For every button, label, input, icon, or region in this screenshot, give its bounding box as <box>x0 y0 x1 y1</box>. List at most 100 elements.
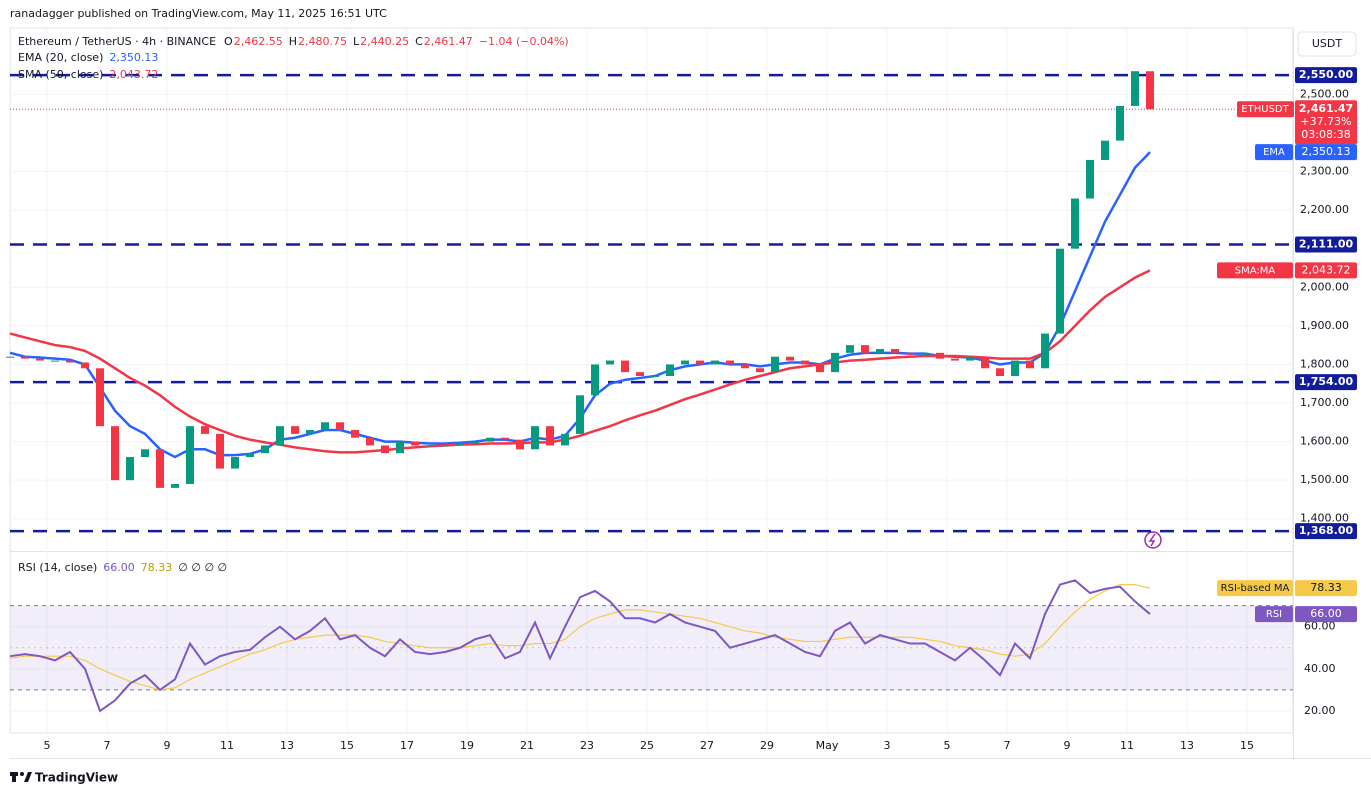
indicator-value: 66.00 <box>1310 607 1342 620</box>
candle <box>651 376 659 377</box>
y-tick-label: 1,400.00 <box>1300 512 1349 525</box>
candle <box>726 360 734 365</box>
candle <box>741 364 749 369</box>
level-badge <box>1295 374 1357 391</box>
candle <box>1041 333 1049 369</box>
alert-icon <box>1144 531 1162 549</box>
candle <box>1056 248 1064 334</box>
candle <box>426 445 434 447</box>
y-tick-label: 2,500.00 <box>1300 87 1349 100</box>
level-label: 1,754.00 <box>1299 375 1354 388</box>
currency-button[interactable] <box>1297 31 1357 57</box>
x-tick-label: 21 <box>520 739 534 752</box>
indicator-value-badge <box>1295 580 1357 597</box>
candle <box>276 426 284 446</box>
brand: TradingView <box>35 771 118 785</box>
candle <box>1086 159 1094 199</box>
indicator-value-badge <box>1295 262 1357 279</box>
x-tick-label: 11 <box>1120 739 1134 752</box>
candle <box>1071 198 1079 249</box>
candle <box>261 445 269 454</box>
candle <box>126 457 134 481</box>
indicator-value: 78.33 <box>1310 581 1342 594</box>
rsi-legend-name: RSI (14, close) <box>18 561 97 574</box>
ticker: ETHUSDT <box>1241 104 1289 115</box>
candle <box>6 356 14 358</box>
ohlc-label: C <box>415 35 423 48</box>
candle <box>1146 71 1154 110</box>
ohlc-label: O <box>224 35 233 48</box>
candle <box>336 422 344 431</box>
indicator-name: EMA <box>1263 147 1285 158</box>
candle <box>456 443 464 446</box>
candle <box>291 426 299 434</box>
y-tick-label: 2,200.00 <box>1300 203 1349 216</box>
indicator-name-badge <box>1217 580 1293 597</box>
level-label: 2,550.00 <box>1299 68 1354 81</box>
candle <box>696 360 704 365</box>
candle <box>1011 360 1019 376</box>
candle <box>186 426 194 485</box>
candle <box>411 441 419 446</box>
candle <box>621 360 629 373</box>
candle <box>21 356 29 359</box>
level-badge <box>1295 523 1357 540</box>
last-price-badge <box>1295 100 1357 145</box>
indicator-value-badge <box>1295 606 1357 623</box>
candle <box>471 441 479 444</box>
candle <box>351 430 359 438</box>
x-tick-label: 9 <box>1064 739 1071 752</box>
candle <box>486 437 494 442</box>
candle <box>246 453 254 458</box>
indicator-legend-name: SMA (50, close) <box>18 68 103 81</box>
x-tick-label: 15 <box>1240 739 1254 752</box>
candle <box>156 449 164 488</box>
candle <box>1131 71 1139 106</box>
indicator-name: RSI-based MA <box>1221 583 1290 594</box>
rsi-tick-label: 40.00 <box>1304 662 1336 675</box>
rsi-legend-ma: 78.33 <box>141 561 173 574</box>
level-label: 1,368.00 <box>1299 524 1354 537</box>
indicator-legend-name: EMA (20, close) <box>18 51 103 64</box>
ohlc-label: H <box>289 35 297 48</box>
candle <box>516 439 524 450</box>
y-tick-label: 1,500.00 <box>1300 473 1349 486</box>
x-tick-label: 11 <box>220 739 234 752</box>
candle <box>771 356 779 373</box>
change-pct: +37.73% <box>1300 115 1351 128</box>
candle <box>786 356 794 361</box>
candle <box>306 430 314 434</box>
ohlc-value: 2,480.75 <box>298 35 347 48</box>
candle <box>591 364 599 396</box>
rsi-tick-label: 60.00 <box>1304 620 1336 633</box>
candle <box>636 372 644 376</box>
indicator-legend-value: 2,350.13 <box>109 51 158 64</box>
candle <box>666 364 674 376</box>
x-tick-label: 9 <box>164 739 171 752</box>
x-tick-label: 5 <box>944 739 951 752</box>
candle <box>606 360 614 365</box>
indicator-line <box>9 269 1151 454</box>
candle <box>81 362 89 369</box>
rsi-legend-extra: ∅ ∅ ∅ ∅ <box>178 561 227 574</box>
candle <box>921 352 929 355</box>
x-tick-label: 13 <box>280 739 294 752</box>
indicator-name-badge <box>1255 144 1293 161</box>
symbol: Ethereum / TetherUS · 4h · BINANCE <box>18 35 216 48</box>
indicator-legend-value: 2,043.72 <box>109 68 158 81</box>
candle <box>501 437 509 440</box>
ticker-badge <box>1237 101 1294 118</box>
candle <box>996 368 1004 376</box>
currency[interactable]: USDT <box>1312 37 1343 50</box>
candle <box>381 445 389 454</box>
indicator-name-badge <box>1217 262 1293 279</box>
x-tick-label: 3 <box>884 739 891 752</box>
indicator-name: RSI <box>1266 609 1282 620</box>
rsi-tick-label: 20.00 <box>1304 704 1336 717</box>
candle <box>576 395 584 434</box>
candle <box>801 360 809 365</box>
y-tick-label: 2,000.00 <box>1300 280 1349 293</box>
indicator-value-badge <box>1295 144 1357 161</box>
y-tick-label: 2,300.00 <box>1300 165 1349 178</box>
candle <box>441 445 449 447</box>
